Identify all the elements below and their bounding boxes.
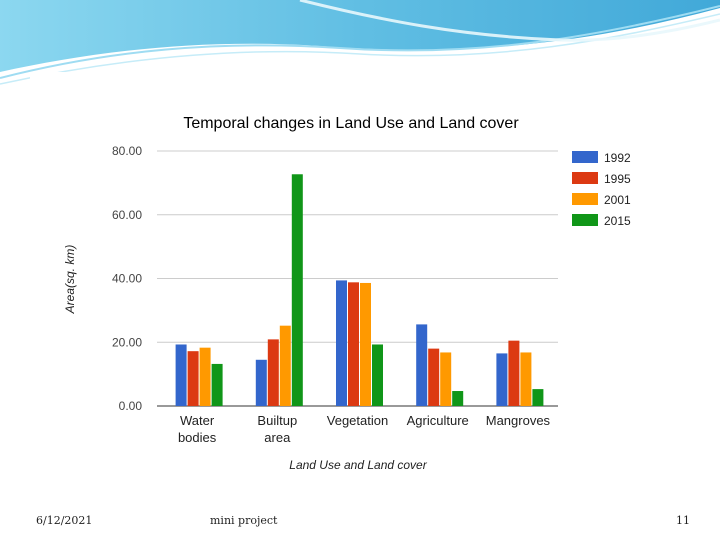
bar-1995 xyxy=(508,340,520,406)
x-tick-label: Mangroves xyxy=(486,413,551,428)
y-tick-label: 40.00 xyxy=(112,272,142,286)
legend-swatch-2001 xyxy=(572,193,598,205)
header-wave-decoration xyxy=(0,0,720,85)
bar-2001 xyxy=(279,325,291,406)
bar-1992 xyxy=(416,324,428,406)
legend-label: 1995 xyxy=(604,172,631,186)
y-tick-label: 60.00 xyxy=(112,208,142,222)
bar-2015 xyxy=(211,363,223,406)
bar-1995 xyxy=(267,339,279,406)
bar-2001 xyxy=(520,352,532,406)
bar-2001 xyxy=(199,347,211,406)
x-tick-label: Agriculture xyxy=(407,413,469,428)
bar-2015 xyxy=(452,391,464,406)
footer-title: mini project xyxy=(210,514,278,527)
legend-swatch-1992 xyxy=(572,151,598,163)
bar-1995 xyxy=(187,351,199,406)
bar-1992 xyxy=(336,280,347,406)
bar-1992 xyxy=(255,359,267,406)
y-tick-label: 0.00 xyxy=(119,399,143,413)
y-tick-label: 80.00 xyxy=(112,144,142,158)
x-axis-label: Land Use and Land cover xyxy=(289,458,427,472)
y-axis-label: Area(sq. km) xyxy=(63,245,77,315)
bar-2015 xyxy=(291,174,303,406)
x-tick-label: bodies xyxy=(178,430,217,445)
legend-label: 1992 xyxy=(604,151,631,165)
legend-swatch-1995 xyxy=(572,172,598,184)
bar-1992 xyxy=(175,344,187,406)
bar-1995 xyxy=(428,348,440,406)
bar-2001 xyxy=(360,282,371,406)
x-tick-label: area xyxy=(264,430,291,445)
bar-2015 xyxy=(372,344,383,406)
x-tick-label: Vegetation xyxy=(327,413,388,428)
footer-page-number: 11 xyxy=(676,514,690,527)
chart-title: Temporal changes in Land Use and Land co… xyxy=(183,115,519,132)
bar-2001 xyxy=(440,352,452,406)
footer-date: 6/12/2021 xyxy=(36,514,93,527)
legend-label: 2001 xyxy=(604,193,631,207)
bar-2015 xyxy=(532,389,544,406)
bar-1995 xyxy=(348,282,359,406)
x-tick-label: Builtup xyxy=(257,413,297,428)
bar-1992 xyxy=(496,353,508,406)
x-tick-label: Water xyxy=(180,413,215,428)
legend-swatch-2015 xyxy=(572,214,598,226)
legend-label: 2015 xyxy=(604,214,631,228)
y-tick-label: 20.00 xyxy=(112,335,142,349)
